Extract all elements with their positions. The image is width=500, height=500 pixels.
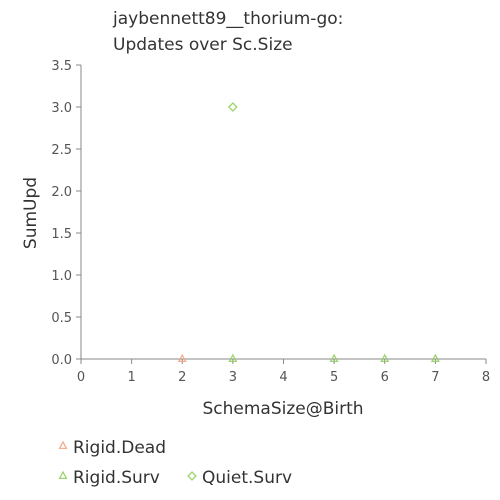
y-tick-label: 3.0 bbox=[51, 101, 72, 116]
y-tick-label: 3.5 bbox=[51, 59, 72, 74]
legend-label: Rigid.Dead bbox=[73, 438, 166, 458]
x-tick-label: 5 bbox=[330, 370, 338, 385]
chart-title-line-1: jaybennett89__thorium-go: bbox=[112, 9, 343, 29]
data-point bbox=[430, 353, 440, 363]
x-tick-label: 6 bbox=[381, 370, 389, 385]
chart-title-line-2: Updates over Sc.Size bbox=[113, 35, 293, 55]
x-tick-label: 1 bbox=[127, 370, 135, 385]
data-points bbox=[177, 102, 440, 363]
legend: Rigid.Dead Rigid.Surv Quiet.Surv bbox=[58, 438, 292, 488]
y-tick-label: 0.0 bbox=[51, 353, 72, 368]
y-tick-label: 2.5 bbox=[51, 143, 72, 158]
y-tick-label: 1.5 bbox=[51, 227, 72, 242]
data-point bbox=[380, 353, 390, 363]
y-tick-label: 1.0 bbox=[51, 269, 72, 284]
y-tick-label: 2.0 bbox=[51, 185, 72, 200]
legend-item: Quiet.Surv bbox=[187, 468, 292, 488]
data-point bbox=[177, 353, 187, 363]
series-rigid-surv bbox=[228, 353, 440, 363]
legend-label: Rigid.Surv bbox=[73, 468, 160, 488]
data-point bbox=[329, 353, 339, 363]
legend-item: Rigid.Dead bbox=[58, 438, 166, 458]
series-rigid-dead bbox=[177, 353, 187, 363]
y-axis-label: SumUpd bbox=[21, 177, 41, 249]
x-axis-label: SchemaSize@Birth bbox=[202, 399, 363, 419]
x-tick-label: 8 bbox=[482, 370, 490, 385]
series-quiet-surv bbox=[227, 102, 238, 112]
legend-item: Rigid.Surv bbox=[58, 468, 160, 488]
data-point bbox=[227, 102, 238, 112]
x-tick-label: 3 bbox=[229, 370, 237, 385]
x-tick-label: 0 bbox=[77, 370, 85, 385]
x-tick-label: 4 bbox=[279, 370, 287, 385]
y-tick-label: 0.5 bbox=[51, 311, 72, 326]
data-point bbox=[228, 353, 238, 363]
axes: 0 1 2 3 4 5 6 7 8 0.0 0.5 1.0 1.5 2.0 2.5 3.0 3.5 bbox=[51, 59, 490, 385]
legend-marker-diamond-icon bbox=[187, 471, 197, 481]
x-tick-label: 2 bbox=[178, 370, 186, 385]
x-tick-label: 7 bbox=[431, 370, 439, 385]
legend-marker-triangle-icon bbox=[58, 440, 68, 450]
legend-label: Quiet.Surv bbox=[202, 468, 292, 488]
legend-marker-triangle-icon bbox=[58, 470, 68, 480]
